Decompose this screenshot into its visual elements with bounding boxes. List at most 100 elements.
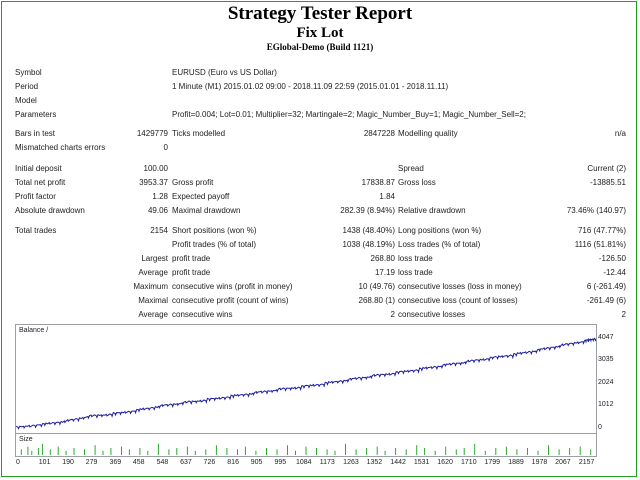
x-tick-label: 1263: [343, 459, 359, 466]
bars-value: 1429779: [136, 129, 168, 138]
x-tick-label: 0: [16, 459, 20, 466]
period-label: Period: [15, 82, 39, 91]
x-tick-label: 1620: [437, 459, 453, 466]
x-tick-label: 101: [38, 459, 51, 466]
server-build: EGlobal-Demo (Build 1121): [266, 42, 374, 52]
row-deposit: Initial deposit 100.00 Spread Current (2…: [0, 162, 640, 175]
profit-trades-label: Profit trades (% of total): [172, 240, 257, 249]
average-consecutive-wins-value: 2: [390, 310, 395, 319]
maximal-consecutive-profit-value: 268.80 (1): [358, 296, 395, 305]
x-tick-label: 2157: [578, 459, 595, 466]
x-tick-label: 548: [156, 459, 169, 466]
average-loss-label: loss trade: [398, 268, 433, 277]
maximal-label: Maximal: [138, 296, 168, 305]
x-tick-label: 279: [85, 459, 98, 466]
absolute-drawdown-value: 49.06: [147, 206, 168, 215]
short-positions-value: 1438 (48.40%): [342, 226, 395, 235]
absolute-drawdown-label: Absolute drawdown: [15, 206, 85, 215]
gross-loss-label: Gross loss: [398, 178, 436, 187]
size-chart-title: Size: [19, 436, 33, 443]
size-chart-svg: [20, 443, 592, 455]
deposit-label: Initial deposit: [15, 164, 62, 173]
x-tick-label: 1710: [461, 459, 477, 466]
average-profit-label: profit trade: [172, 268, 211, 277]
row-mismatch: Mismatched charts errors 0: [0, 141, 640, 154]
expected-payoff-value: 1.84: [379, 192, 395, 201]
x-tick-label: 1084: [295, 459, 312, 466]
maximum-label: Maximum: [133, 282, 168, 291]
net-profit-label: Total net profit: [15, 178, 66, 187]
row-model: Model: [0, 94, 640, 107]
row-largest: Largest profit trade 268.80 loss trade -…: [0, 252, 640, 265]
expected-payoff-label: Expected payoff: [172, 192, 230, 201]
max-consecutive-wins-label: consecutive wins (profit in money): [172, 282, 293, 291]
mismatch-value: 0: [163, 143, 168, 152]
max-consecutive-wins-value: 10 (49.76): [358, 282, 395, 291]
ticks-value: 2847228: [363, 129, 395, 138]
quality-label: Modelling quality: [398, 129, 458, 138]
balance-series-line: [16, 337, 596, 430]
balance-chart: Balance /: [15, 324, 597, 434]
balance-chart-title: Balance /: [19, 327, 49, 334]
balance-chart-svg: [16, 337, 596, 430]
row-total-trades: Total trades 2154 Short positions (won %…: [0, 224, 640, 237]
y-tick-label: 0: [598, 424, 602, 431]
max-consecutive-losses-value: 6 (-261.49): [586, 282, 626, 291]
row-bars: Bars in test 1429779 Ticks modelled 2847…: [0, 127, 640, 140]
x-tick-label: 1978: [531, 459, 548, 466]
row-symbol: Symbol EURUSD (Euro vs US Dollar): [0, 66, 640, 79]
mismatch-label: Mismatched charts errors: [15, 143, 106, 152]
row-parameters: Parameters Profit=0.004; Lot=0.01; Multi…: [0, 108, 640, 121]
total-trades-label: Total trades: [15, 226, 57, 235]
x-tick-label: 369: [109, 459, 122, 466]
loss-trades-value: 1116 (51.81%): [574, 240, 626, 249]
gross-profit-label: Gross profit: [172, 178, 214, 187]
row-drawdown: Absolute drawdown 49.06 Maximal drawdown…: [0, 204, 640, 217]
report-title: Strategy Tester Report: [227, 3, 413, 24]
row-average: Average profit trade 17.19 loss trade -1…: [0, 266, 640, 279]
gross-profit-value: 17838.87: [361, 178, 395, 187]
average-consecutive-losses-value: 2: [621, 310, 626, 319]
report-subtitle: Fix Lot: [296, 25, 344, 41]
average-consecutive-wins-label: consecutive wins: [172, 310, 233, 319]
largest-profit-value: 268.80: [370, 254, 395, 263]
gross-loss-value: -13885.51: [589, 178, 626, 187]
model-label: Model: [15, 96, 37, 105]
total-trades-value: 2154: [150, 226, 168, 235]
average-profit-value: 17.19: [374, 268, 395, 277]
ticks-label: Ticks modelled: [172, 129, 226, 138]
period-value: 1 Minute (M1) 2015.01.02 09:00 - 2018.11…: [172, 82, 449, 91]
deposit-value: 100.00: [143, 164, 168, 173]
average-loss-value: -12.44: [603, 268, 626, 277]
x-tick-label: 816: [227, 459, 239, 466]
net-profit-value: 3953.37: [139, 178, 168, 187]
largest-loss-value: -126.50: [598, 254, 626, 263]
maximal-consecutive-loss-value: -261.49 (6): [586, 296, 626, 305]
largest-profit-label: profit trade: [172, 254, 211, 263]
row-period: Period 1 Minute (M1) 2015.01.02 09:00 - …: [0, 80, 640, 93]
spread-label: Spread: [398, 164, 424, 173]
parameters-label: Parameters: [15, 110, 57, 119]
relative-drawdown-label: Relative drawdown: [398, 206, 466, 215]
profit-factor-label: Profit factor: [15, 192, 56, 201]
maximal-drawdown-label: Maximal drawdown: [172, 206, 241, 215]
row-maximal: Maximal consecutive profit (count of win…: [0, 294, 640, 307]
y-tick-label: 4047: [598, 333, 614, 341]
loss-trades-label: Loss trades (% of total): [398, 240, 481, 249]
x-tick-label: 995: [274, 459, 287, 466]
balance-y-axis: 4047 3035 2024 1012 0: [598, 324, 638, 434]
average-consecutive-losses-label: consecutive losses: [398, 310, 466, 319]
relative-drawdown-value: 73.46% (140.97): [566, 206, 626, 215]
x-tick-label: 190: [62, 459, 74, 466]
max-consecutive-losses-label: consecutive losses (loss in money): [398, 282, 522, 291]
quality-value: n/a: [614, 129, 626, 138]
row-profit-trades: Profit trades (% of total) 1038 (48.19%)…: [0, 238, 640, 251]
row-profit-factor: Profit factor 1.28 Expected payoff 1.84: [0, 190, 640, 203]
x-tick-label: 1531: [413, 459, 430, 466]
average-label: Average: [138, 268, 168, 277]
symbol-label: Symbol: [15, 68, 42, 77]
maximal-drawdown-value: 282.39 (8.94%): [340, 206, 395, 215]
row-net-profit: Total net profit 3953.37 Gross profit 17…: [0, 176, 640, 189]
x-tick-label: 1173: [319, 459, 335, 466]
